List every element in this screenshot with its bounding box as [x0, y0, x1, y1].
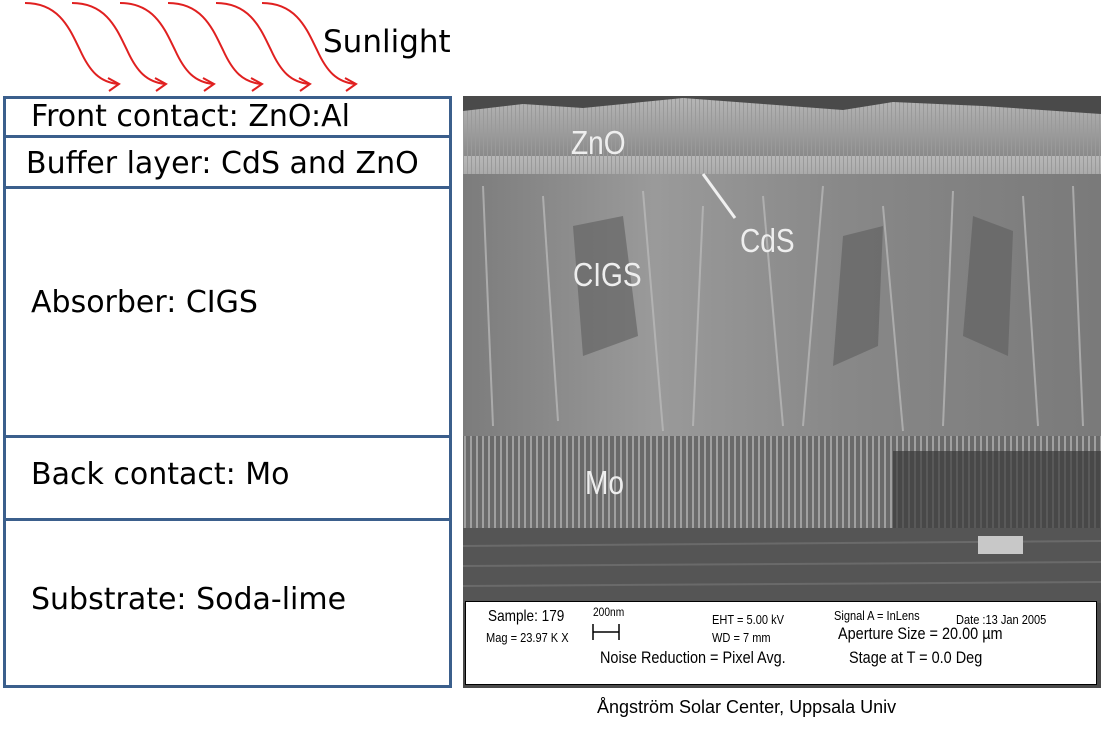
sem-micrograph: ZnO CdS CIGS Mo: [463, 96, 1101, 688]
sun-ray-3: [119, 2, 214, 85]
image-credit: Ångström Solar Center, Uppsala Univ: [597, 697, 897, 717]
info-scale: 200nm: [593, 605, 625, 619]
layer-substrate: Substrate: Soda-lime: [3, 518, 452, 688]
info-eht: EHT = 5.00 kV: [712, 612, 784, 627]
sunlight-label: Sunlight: [323, 24, 451, 60]
info-noise: Noise Reduction = Pixel Avg.: [600, 648, 786, 667]
info-stage: Stage at T = 0.0 Deg: [849, 648, 983, 667]
sun-ray-4: [167, 2, 262, 85]
layer-label-buffer: Buffer layer: CdS and ZnO: [26, 146, 419, 181]
info-mag: Mag = 23.97 K X: [486, 630, 569, 645]
sun-ray-5: [215, 2, 310, 85]
layer-back-contact: Back contact: Mo: [3, 435, 452, 521]
sem-info-panel: Sample: 179 Mag = 23.97 K X 200nm EHT = …: [465, 601, 1097, 685]
info-sample: Sample: 179: [488, 608, 565, 625]
layer-front-contact: Front contact: ZnO:Al: [3, 96, 452, 138]
sem-label-zno: ZnO: [571, 124, 626, 161]
sem-label-mo: Mo: [585, 464, 624, 501]
sunlight-arrows: [24, 2, 358, 92]
sem-label-cds: CdS: [740, 222, 795, 259]
layer-stack: Front contact: ZnO:Al Buffer layer: CdS …: [3, 96, 452, 688]
layer-label-back-contact: Back contact: Mo: [31, 457, 290, 492]
info-wd: WD = 7 mm: [712, 630, 771, 645]
sun-ray-2: [71, 2, 166, 85]
scale-bar: [592, 624, 620, 640]
sun-ray-6: [261, 2, 356, 85]
info-signal: Signal A = InLens: [834, 608, 920, 623]
layer-label-absorber: Absorber: CIGS: [31, 285, 258, 320]
layer-label-front-contact: Front contact: ZnO:Al: [31, 99, 350, 134]
sun-ray-1: [24, 2, 119, 85]
info-date: Date :13 Jan 2005: [956, 612, 1047, 627]
layer-buffer: Buffer layer: CdS and ZnO: [3, 135, 452, 189]
layer-absorber: Absorber: CIGS: [3, 186, 452, 438]
info-aperture: Aperture Size = 20.00 µm: [838, 624, 1003, 643]
layer-label-substrate: Substrate: Soda-lime: [31, 582, 347, 617]
sem-label-cigs: CIGS: [573, 256, 642, 293]
